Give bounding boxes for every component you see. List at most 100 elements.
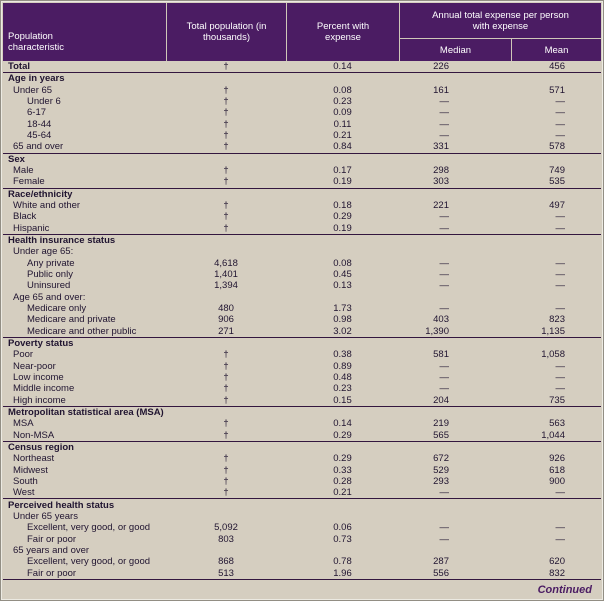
cell-total-population: † <box>223 383 229 395</box>
cell-total-population: † <box>223 418 229 430</box>
cell-total-population: † <box>223 118 229 130</box>
cell-median: 331 <box>433 141 449 153</box>
cell-total-population: † <box>223 61 229 73</box>
cell-mean: — <box>555 487 566 499</box>
cell-percent-with-expense: 1.96 <box>333 567 352 579</box>
cell-population-characteristic: Near-poor <box>13 360 56 372</box>
column-group-annual-expense: Annual total expense per person with exp… <box>399 3 601 61</box>
cell-population-characteristic: Black <box>13 211 37 223</box>
column-header-total-population: Total population (in thousands) <box>166 3 286 61</box>
cell-total-population: † <box>223 429 229 441</box>
cell-mean: — <box>555 533 566 545</box>
cell-median: 672 <box>433 453 449 465</box>
cell-population-characteristic: 65 and over <box>13 141 64 153</box>
cell-population-characteristic: Health insurance status <box>8 235 116 247</box>
cell-total-population: † <box>223 394 229 406</box>
column-header-population-characteristic: Population characteristic <box>3 3 166 61</box>
cell-total-population: † <box>223 130 229 142</box>
table-body: Total † 0.14 226 456 Age in years Under 65 † 0.0… <box>3 61 601 581</box>
cell-percent-with-expense: 0.73 <box>333 533 352 545</box>
table-row: Total † 0.14 226 456 <box>3 61 601 72</box>
cell-total-population: 271 <box>218 325 234 337</box>
cell-percent-with-expense: 0.21 <box>333 487 352 499</box>
table-row: Excellent, very good, or good 5,092 0.06 — — <box>3 522 601 533</box>
table-row: Poor † 0.38 581 1,058 <box>3 349 601 360</box>
cell-median: 219 <box>433 418 449 430</box>
table-section: Health insurance status Under age 65: Any … <box>3 235 601 338</box>
table-section: Census region Northeast † 0.29 672 926 Midwest… <box>3 442 601 500</box>
table-section: Perceived health status Under 65 years Exc… <box>3 499 601 580</box>
table-row: Middle income † 0.23 — — <box>3 383 601 394</box>
cell-total-population: † <box>223 222 229 234</box>
cell-total-population: † <box>223 211 229 223</box>
cell-population-characteristic: Under 65 <box>13 84 53 96</box>
cell-median: — <box>439 487 450 499</box>
cell-population-characteristic: Fair or poor <box>27 567 77 579</box>
table-row: Low income † 0.48 — — <box>3 372 601 383</box>
cell-population-characteristic: Total <box>8 61 30 73</box>
cell-median: 221 <box>433 200 449 212</box>
cell-percent-with-expense: 0.08 <box>333 257 352 269</box>
column-header-mean: Mean <box>511 39 601 61</box>
cell-percent-with-expense: 0.11 <box>333 118 352 130</box>
cell-mean: — <box>555 269 566 281</box>
cell-population-characteristic: 45-64 <box>27 130 52 142</box>
cell-percent-with-expense: 0.14 <box>333 418 352 430</box>
cell-median: 161 <box>433 84 449 96</box>
cell-population-characteristic: Under 65 years <box>13 510 78 522</box>
cell-population-characteristic: MSA <box>13 418 34 430</box>
cell-median: 303 <box>433 176 449 188</box>
cell-percent-with-expense: 0.23 <box>333 96 352 108</box>
table-row: Excellent, very good, or good 868 0.78 287 6… <box>3 556 601 567</box>
cell-total-population: 868 <box>218 556 234 568</box>
table-row: Black † 0.29 — — <box>3 211 601 222</box>
cell-population-characteristic: Low income <box>13 372 64 384</box>
cell-mean: — <box>555 96 566 108</box>
cell-population-characteristic: Under 6 <box>27 96 61 108</box>
cell-percent-with-expense: 0.06 <box>333 522 352 534</box>
table-row: Under 6 † 0.23 — — <box>3 96 601 107</box>
cell-median: — <box>439 522 450 534</box>
cell-mean: — <box>555 107 566 119</box>
cell-mean: 578 <box>549 141 565 153</box>
table-row: Uninsured 1,394 0.13 — — <box>3 280 601 291</box>
cell-mean: 1,058 <box>541 349 565 361</box>
cell-percent-with-expense: 0.45 <box>333 269 352 281</box>
cell-total-population: 803 <box>218 533 234 545</box>
cell-population-characteristic: Middle income <box>13 383 75 395</box>
cell-median: 556 <box>433 567 449 579</box>
cell-population-characteristic: Perceived health status <box>8 499 115 511</box>
table-row: Medicare and private 906 0.98 403 823 <box>3 314 601 325</box>
cell-mean: 456 <box>549 61 565 73</box>
cell-population-characteristic: White and other <box>13 200 81 212</box>
cell-percent-with-expense: 1.73 <box>333 303 352 315</box>
table-row: Under 65 † 0.08 161 571 <box>3 85 601 96</box>
table-row: 18-44 † 0.11 — — <box>3 119 601 130</box>
cell-total-population: † <box>223 349 229 361</box>
cell-total-population: † <box>223 176 229 188</box>
section-header-row: Perceived health status <box>3 499 601 511</box>
table-row: Midwest † 0.33 529 618 <box>3 464 601 476</box>
cell-percent-with-expense: 0.09 <box>333 107 352 119</box>
cell-total-population: 5,092 <box>214 522 238 534</box>
cell-total-population: † <box>223 141 229 153</box>
cell-percent-with-expense: 0.98 <box>333 314 352 326</box>
cell-median: 565 <box>433 429 449 441</box>
cell-population-characteristic: Public only <box>27 269 73 281</box>
cell-median: — <box>439 383 450 395</box>
cell-mean: — <box>555 303 566 315</box>
cell-median: — <box>439 211 450 223</box>
continued-label: Continued <box>537 583 592 596</box>
cell-percent-with-expense: 0.19 <box>333 222 352 234</box>
cell-mean: 618 <box>549 464 565 476</box>
cell-population-characteristic: Poor <box>13 349 34 361</box>
cell-total-population: † <box>223 475 229 487</box>
cell-mean: — <box>555 360 566 372</box>
table-row: Northeast † 0.29 672 926 <box>3 453 601 464</box>
column-header-label: Percent with expense <box>316 21 370 43</box>
cell-median: — <box>439 269 450 281</box>
cell-population-characteristic: Medicare and private <box>27 314 116 326</box>
cell-percent-with-expense: 0.33 <box>333 464 352 476</box>
cell-percent-with-expense: 0.21 <box>333 130 352 142</box>
cell-population-characteristic: Poverty status <box>8 338 74 350</box>
